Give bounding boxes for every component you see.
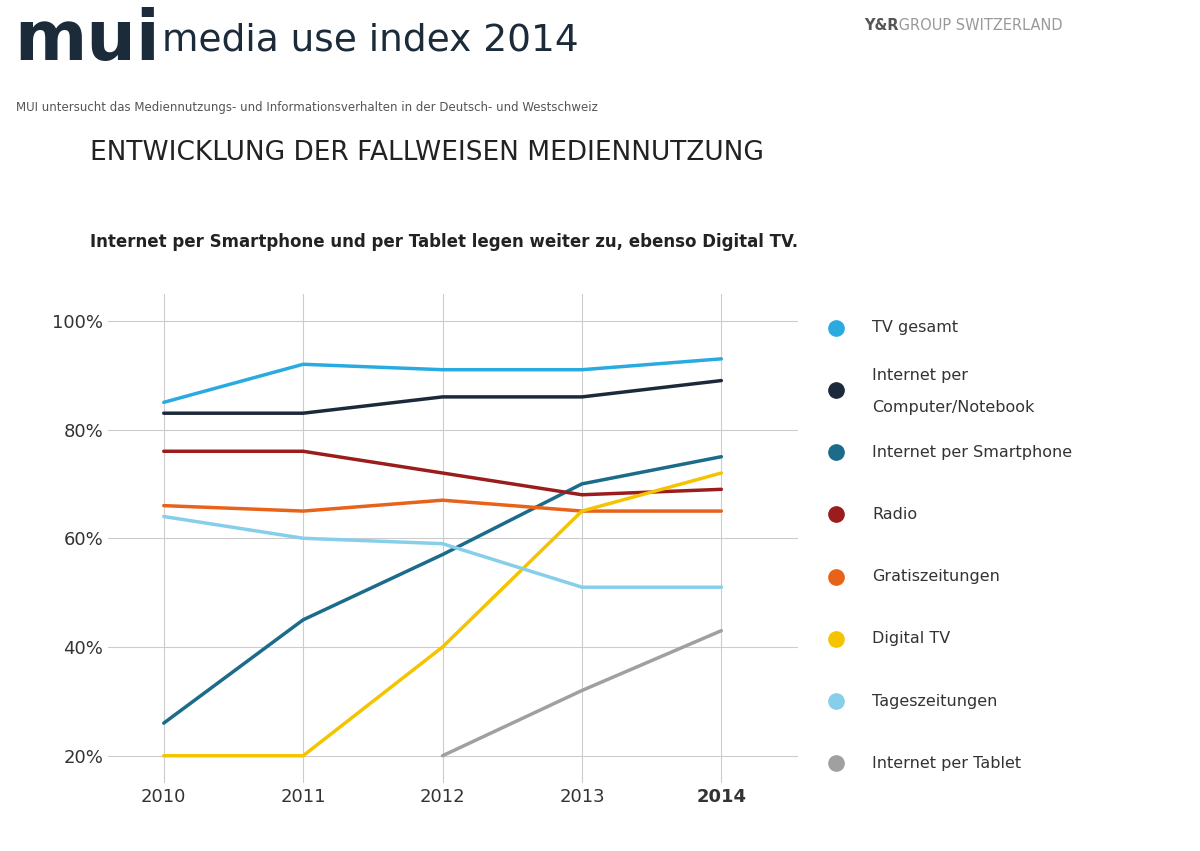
Text: Radio: Radio: [872, 507, 917, 522]
Text: Gratiszeitungen: Gratiszeitungen: [872, 569, 1000, 584]
Text: Digital TV: Digital TV: [872, 631, 950, 647]
Text: Internet per Smartphone und per Tablet legen weiter zu, ebenso Digital TV.: Internet per Smartphone und per Tablet l…: [90, 233, 798, 251]
Text: Y&R: Y&R: [864, 18, 899, 32]
Text: mui: mui: [14, 7, 160, 74]
Text: Computer/Notebook: Computer/Notebook: [872, 400, 1034, 414]
Text: GROUP SWITZERLAND: GROUP SWITZERLAND: [894, 18, 1063, 32]
Text: MUI untersucht das Mediennutzungs- und Informationsverhalten in der Deutsch- und: MUI untersucht das Mediennutzungs- und I…: [16, 100, 598, 113]
Text: Internet per: Internet per: [872, 368, 968, 383]
Text: ENTWICKLUNG DER FALLWEISEN MEDIENNUTZUNG: ENTWICKLUNG DER FALLWEISEN MEDIENNUTZUNG: [90, 140, 764, 166]
Text: media use index 2014: media use index 2014: [162, 22, 578, 59]
Text: Tageszeitungen: Tageszeitungen: [872, 694, 997, 709]
Text: Internet per Tablet: Internet per Tablet: [872, 756, 1021, 771]
Text: TV gesamt: TV gesamt: [872, 320, 959, 335]
Text: Internet per Smartphone: Internet per Smartphone: [872, 445, 1073, 460]
